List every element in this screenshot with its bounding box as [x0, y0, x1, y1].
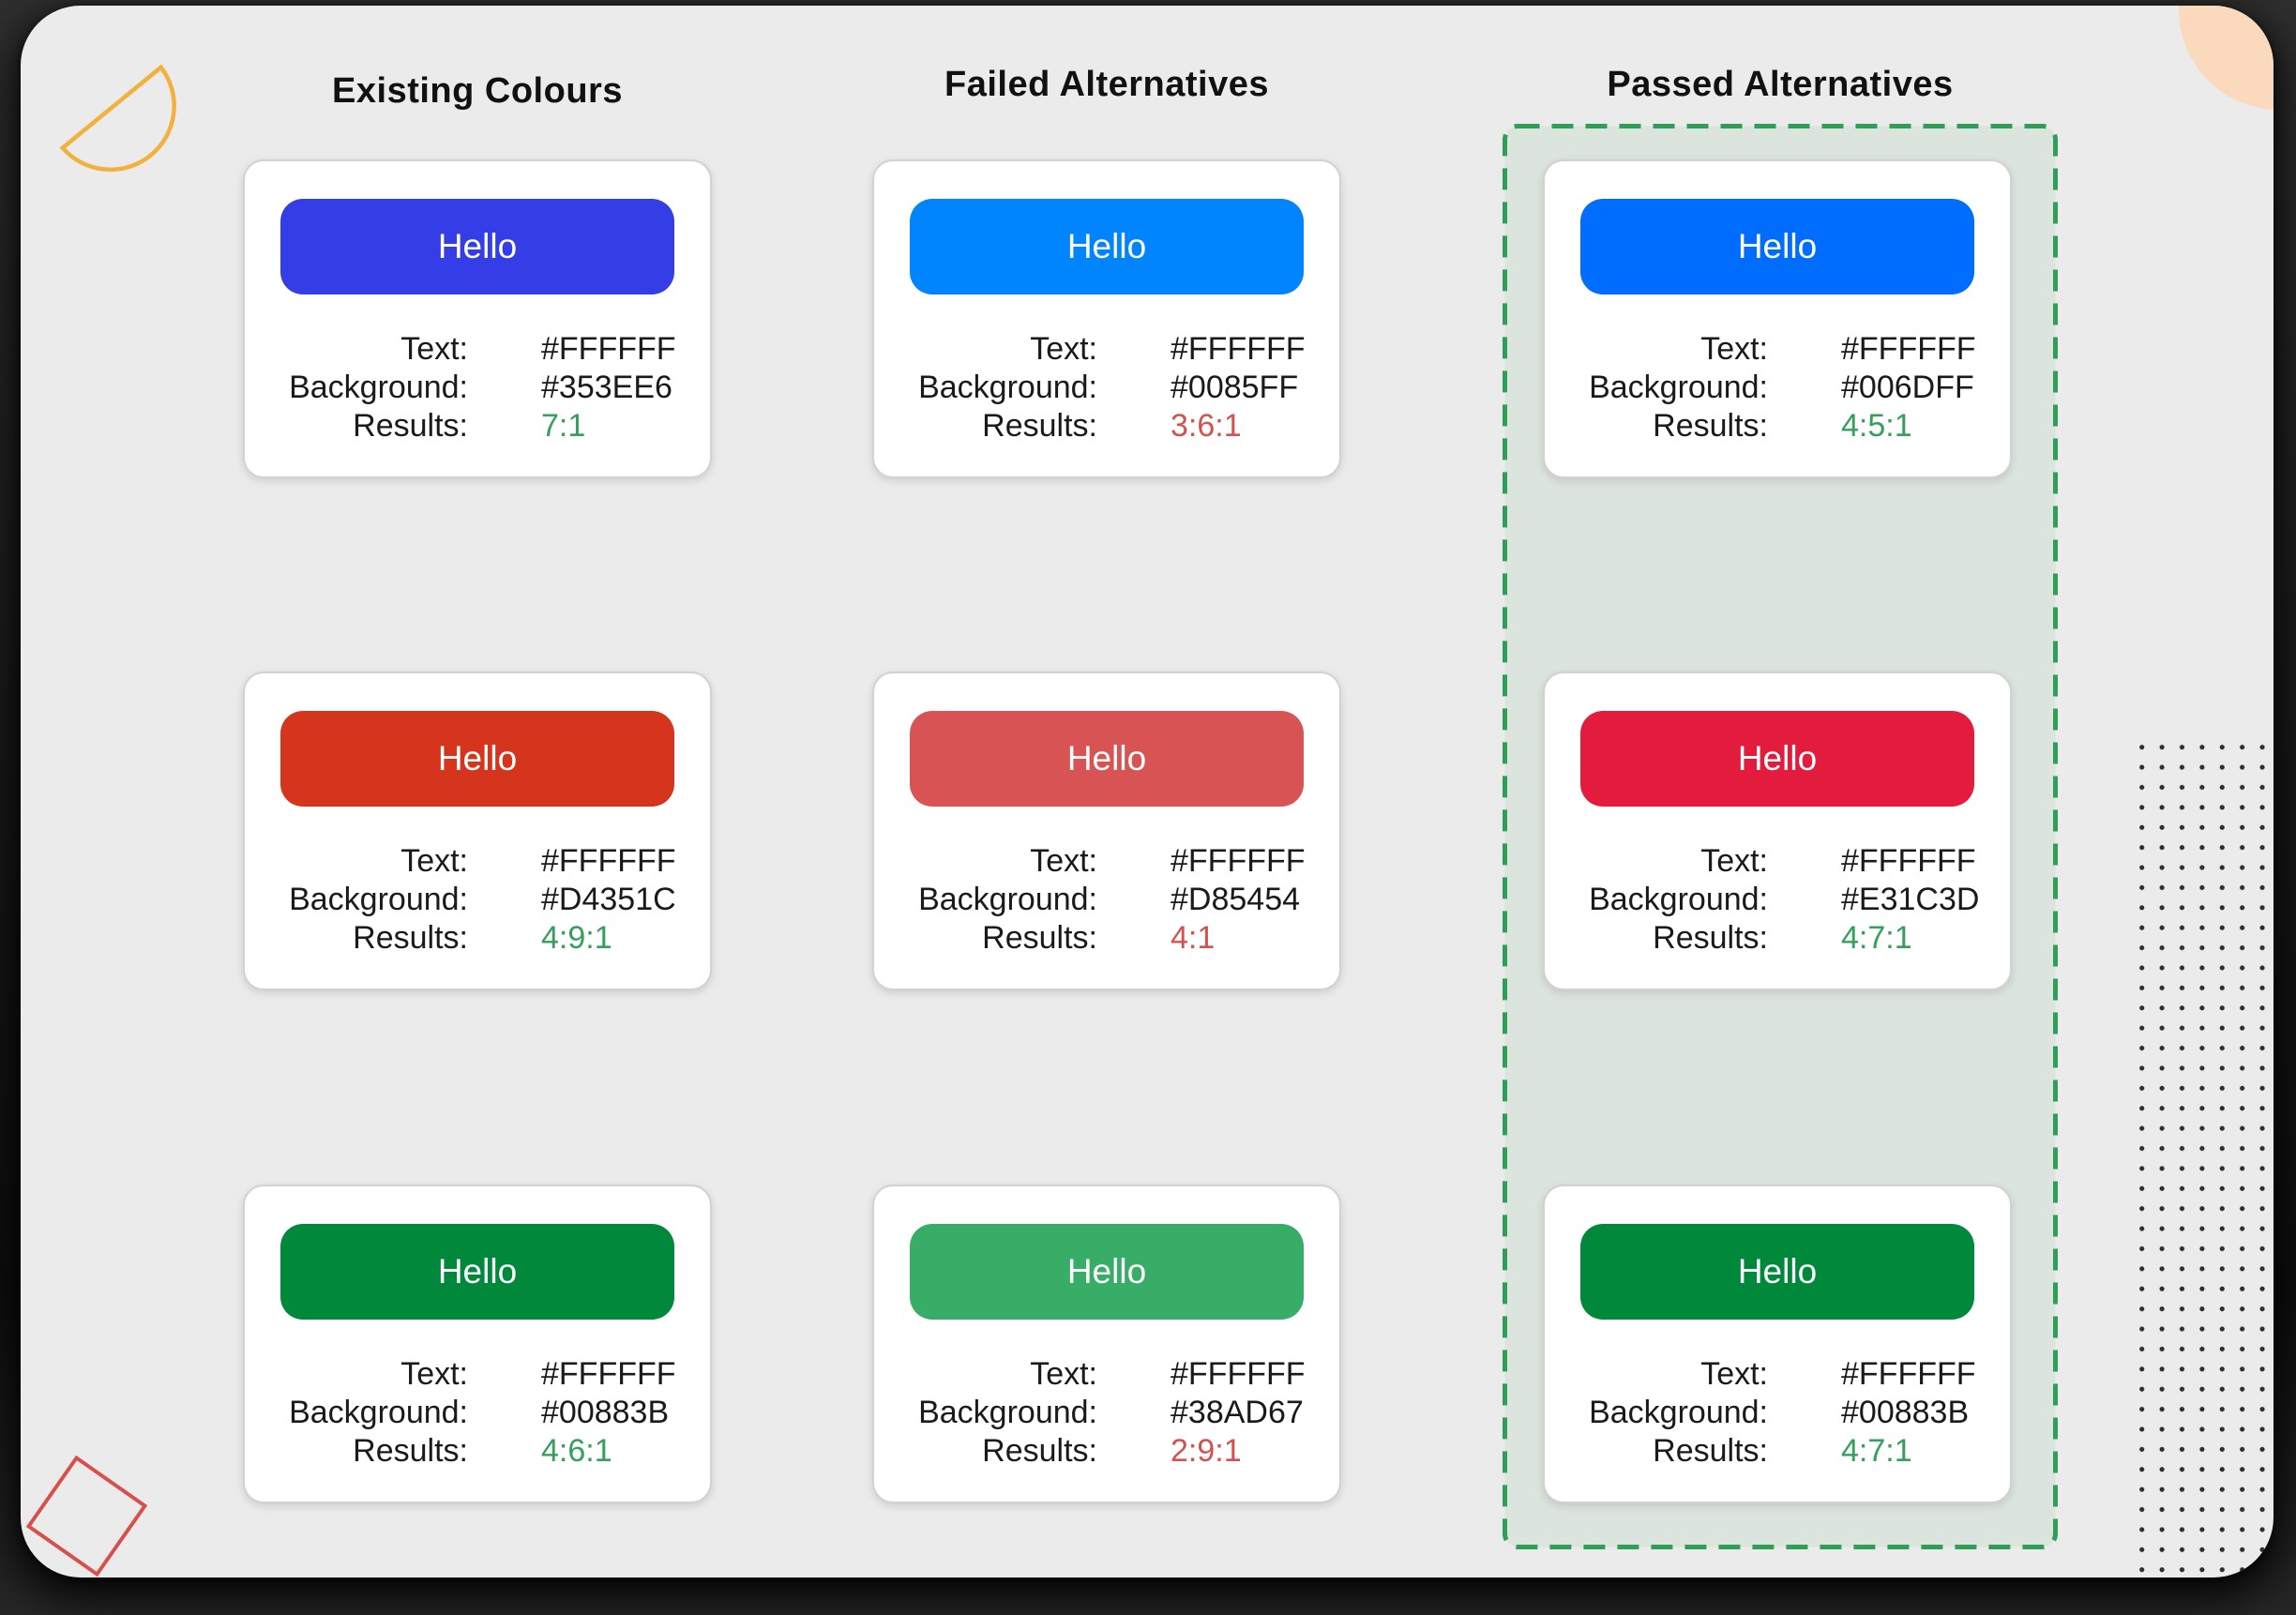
text-value: #FFFFFF [1841, 843, 1976, 879]
background-value: #E31C3D [1841, 882, 1980, 917]
results-label: Results: [1653, 1433, 1768, 1469]
hello-button[interactable]: Hello [280, 1224, 674, 1320]
text-label: Text: [400, 1356, 468, 1392]
results-value: 4:1 [1171, 920, 1216, 956]
text-label: Text: [1700, 1356, 1768, 1392]
background-label: Background: [289, 882, 468, 917]
card-details: Text: #FFFFFF Background: #006DFF Results:… [1545, 330, 2010, 445]
peach-circle-decoration-icon [2179, 6, 2273, 110]
card-details: Text: #FFFFFF Background: #353EE6 Results:… [245, 330, 710, 445]
results-value: 4:9:1 [541, 920, 612, 956]
results-label: Results: [982, 408, 1097, 444]
canvas-panel: Existing Colours Failed Alternatives Pas… [21, 6, 2273, 1577]
results-label: Results: [353, 408, 468, 444]
text-value: #FFFFFF [541, 331, 676, 367]
background-value: #0085FF [1171, 370, 1299, 405]
dot-grid-decoration-icon [2132, 737, 2273, 1577]
hello-button[interactable]: Hello [1580, 199, 1974, 294]
hello-button[interactable]: Hello [280, 199, 674, 294]
color-card-passed-blue: Hello Text: #FFFFFF Background: #006DFF Re… [1543, 159, 2012, 478]
background-label: Background: [289, 1395, 468, 1430]
results-value: 2:9:1 [1171, 1433, 1242, 1469]
color-card-failed-red: Hello Text: #FFFFFF Background: #D85454 Re… [872, 672, 1341, 990]
background-label: Background: [918, 1395, 1097, 1430]
results-value: 4:5:1 [1841, 408, 1912, 444]
background-value: #38AD67 [1171, 1395, 1304, 1430]
hello-button[interactable]: Hello [1580, 711, 1974, 807]
color-card-existing-red: Hello Text: #FFFFFF Background: #D4351C Re… [243, 672, 712, 990]
color-card-passed-red: Hello Text: #FFFFFF Background: #E31C3D Re… [1543, 672, 2012, 990]
text-label: Text: [1030, 1356, 1097, 1392]
results-label: Results: [982, 920, 1097, 956]
hello-button[interactable]: Hello [910, 1224, 1304, 1320]
background-label: Background: [1589, 882, 1768, 917]
card-details: Text: #FFFFFF Background: #00883B Results:… [1545, 1355, 2010, 1471]
background-value: #353EE6 [541, 370, 672, 405]
card-details: Text: #FFFFFF Background: #0085FF Results:… [874, 330, 1339, 445]
results-value: 4:6:1 [541, 1433, 612, 1469]
background-value: #00883B [541, 1395, 670, 1430]
results-label: Results: [353, 920, 468, 956]
card-details: Text: #FFFFFF Background: #D4351C Results:… [245, 842, 710, 958]
text-label: Text: [400, 331, 468, 367]
color-card-existing-green: Hello Text: #FFFFFF Background: #00883B Re… [243, 1185, 712, 1503]
column-header-passed-alternatives: Passed Alternatives [1607, 65, 1954, 104]
hello-button[interactable]: Hello [280, 711, 674, 807]
background-label: Background: [289, 370, 468, 405]
text-label: Text: [1700, 843, 1768, 879]
color-card-passed-green: Hello Text: #FFFFFF Background: #00883B Re… [1543, 1185, 2012, 1503]
text-value: #FFFFFF [1841, 1356, 1976, 1392]
background-value: #00883B [1841, 1395, 1970, 1430]
hello-button[interactable]: Hello [910, 199, 1304, 294]
background-label: Background: [918, 882, 1097, 917]
results-label: Results: [1653, 408, 1768, 444]
column-header-failed-alternatives: Failed Alternatives [944, 65, 1269, 104]
column-header-existing-colours: Existing Colours [332, 71, 623, 111]
text-value: #FFFFFF [1841, 331, 1976, 367]
text-label: Text: [1030, 843, 1097, 879]
background-label: Background: [1589, 1395, 1768, 1430]
background-value: #006DFF [1841, 370, 1974, 405]
results-value: 4:7:1 [1841, 1433, 1912, 1469]
background-label: Background: [918, 370, 1097, 405]
hello-button[interactable]: Hello [910, 711, 1304, 807]
card-details: Text: #FFFFFF Background: #D85454 Results:… [874, 842, 1339, 958]
results-value: 4:7:1 [1841, 920, 1912, 956]
background-value: #D4351C [541, 882, 676, 917]
diamond-decoration-icon [25, 1455, 148, 1577]
text-label: Text: [1700, 331, 1768, 367]
card-details: Text: #FFFFFF Background: #00883B Results:… [245, 1355, 710, 1471]
text-label: Text: [400, 843, 468, 879]
results-label: Results: [1653, 920, 1768, 956]
results-label: Results: [353, 1433, 468, 1469]
text-value: #FFFFFF [541, 843, 676, 879]
card-details: Text: #FFFFFF Background: #38AD67 Results:… [874, 1355, 1339, 1471]
text-value: #FFFFFF [541, 1356, 676, 1392]
semicircle-decoration-icon [59, 64, 176, 173]
text-value: #FFFFFF [1171, 1356, 1306, 1392]
results-value: 3:6:1 [1171, 408, 1242, 444]
text-label: Text: [1030, 331, 1097, 367]
results-label: Results: [982, 1433, 1097, 1469]
card-details: Text: #FFFFFF Background: #E31C3D Results:… [1545, 842, 2010, 958]
text-value: #FFFFFF [1171, 843, 1306, 879]
color-card-existing-blue: Hello Text: #FFFFFF Background: #353EE6 Re… [243, 159, 712, 478]
hello-button[interactable]: Hello [1580, 1224, 1974, 1320]
results-value: 7:1 [541, 408, 586, 444]
background-label: Background: [1589, 370, 1768, 405]
background-value: #D85454 [1171, 882, 1301, 917]
color-card-failed-green: Hello Text: #FFFFFF Background: #38AD67 Re… [872, 1185, 1341, 1503]
text-value: #FFFFFF [1171, 331, 1306, 367]
color-card-failed-blue: Hello Text: #FFFFFF Background: #0085FF Re… [872, 159, 1341, 478]
